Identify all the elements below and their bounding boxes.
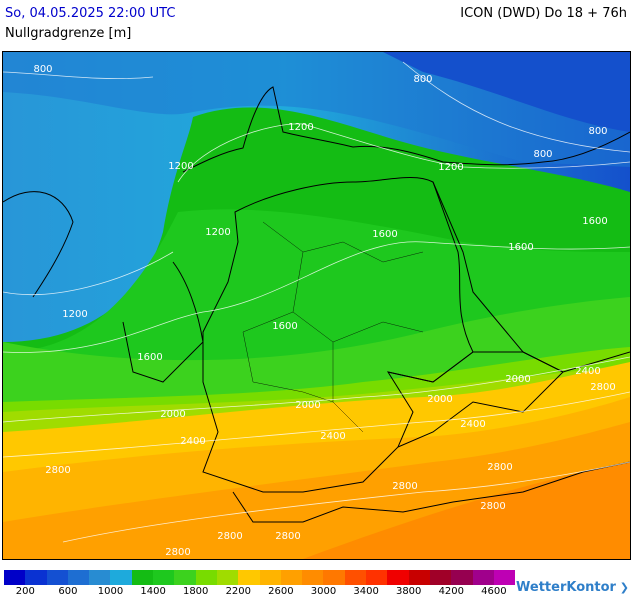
contour-label: 2400 — [575, 366, 600, 377]
contour-800 — [3, 61, 630, 153]
alps-border — [232, 461, 630, 523]
brand-name: WetterKontor — [516, 580, 616, 595]
contour-label: 2800 — [487, 462, 512, 473]
legend-swatch — [25, 570, 47, 585]
legend-tick-label: 3800 — [395, 586, 422, 597]
contour-label: 800 — [33, 64, 52, 75]
contour-label: 1600 — [582, 216, 607, 227]
wetterkontor-logo[interactable]: WetterKontor ❯ — [516, 580, 629, 595]
legend-tick-label: 1000 — [97, 586, 124, 597]
contour-label: 2400 — [460, 419, 485, 430]
benelux-border — [122, 261, 204, 383]
legend-swatch — [110, 570, 132, 585]
forecast-valid-time: So, 04.05.2025 22:00 UTC — [5, 6, 176, 21]
contour-label: 800 — [533, 149, 552, 160]
legend-tick-label: 2600 — [268, 586, 294, 597]
legend-swatch — [323, 570, 345, 585]
legend-swatch — [195, 570, 217, 585]
contour-label: 2800 — [590, 382, 615, 393]
contour-label: 1200 — [62, 309, 87, 320]
contour-label: 2000 — [427, 394, 452, 405]
legend-swatch — [216, 570, 239, 585]
legend-swatch — [387, 570, 409, 585]
contour-label: 1200 — [288, 122, 313, 133]
poland-border — [432, 181, 630, 373]
contour-label: 2000 — [505, 374, 530, 385]
legend-tick-label: 2200 — [225, 586, 252, 597]
contour-label: 1200 — [205, 227, 230, 238]
legend-swatch — [408, 570, 430, 585]
contour-label: 2800 — [480, 501, 505, 512]
legend-tick-label: 3400 — [353, 586, 379, 597]
legend-swatch — [174, 570, 196, 585]
legend-tick-label: 1400 — [140, 586, 166, 597]
contour-label: 1600 — [508, 242, 533, 253]
legend-swatch — [280, 570, 303, 585]
contour-1200 — [3, 123, 630, 295]
variable-title: Nullgradgrenze [m] — [5, 26, 132, 41]
contour-label: 1200 — [438, 162, 463, 173]
state-borders — [242, 221, 424, 433]
legend-swatch — [67, 570, 90, 585]
legend-swatch — [259, 570, 281, 585]
legend-swatch — [451, 570, 473, 585]
legend-tick-label: 1800 — [182, 586, 209, 597]
legend-swatch — [472, 570, 494, 585]
contour-2800 — [62, 461, 630, 543]
legend-tick-label: 600 — [58, 586, 78, 597]
contour-label: 1200 — [168, 161, 193, 172]
legend-swatch — [46, 570, 68, 585]
contour-label: 800 — [588, 126, 607, 137]
legend-swatch — [89, 570, 111, 585]
legend-tick-label: 4200 — [438, 586, 465, 597]
contour-2400 — [3, 391, 630, 458]
contour-label: 2400 — [320, 431, 345, 442]
coastline-north — [182, 86, 630, 173]
brand-mark-icon: ❯ — [615, 581, 629, 594]
legend-swatch — [344, 570, 367, 585]
contour-label: 2800 — [392, 481, 417, 492]
czech-border — [387, 351, 564, 448]
legend-swatch — [366, 570, 388, 585]
contour-2000 — [3, 356, 630, 423]
germany-border — [202, 177, 474, 493]
freezing-level-map: 800 800 800 800 1200 1200 1200 1200 1200 1600 1600… — [2, 51, 631, 560]
contour-label: 1600 — [137, 352, 162, 363]
contour-label: 1600 — [272, 321, 297, 332]
legend-swatch — [153, 570, 175, 585]
contour-label: 2800 — [217, 531, 242, 542]
band-3000 — [303, 462, 630, 559]
legend-swatch — [238, 570, 260, 585]
legend-swatch — [493, 570, 516, 585]
contour-label: 1600 — [372, 229, 397, 240]
contour-label: 2800 — [45, 465, 70, 476]
coastline-uk — [3, 191, 74, 298]
legend-swatch — [429, 570, 452, 585]
legend-tick-label: 200 — [15, 586, 35, 597]
legend-swatch — [302, 570, 324, 585]
contour-label: 2000 — [160, 409, 185, 420]
contour-label: 2800 — [275, 531, 300, 542]
legend-tick-label: 3000 — [310, 586, 337, 597]
band-800 — [383, 52, 630, 132]
contour-1600 — [3, 241, 630, 353]
legend-swatch — [131, 570, 154, 585]
legend-tick-label: 4600 — [481, 586, 507, 597]
contour-label: 800 — [413, 74, 432, 85]
model-run-label: ICON (DWD) Do 18 + 76h — [460, 6, 627, 21]
legend-swatch — [4, 570, 26, 585]
contour-label: 2800 — [165, 547, 190, 558]
contour-label: 2400 — [180, 436, 205, 447]
color-scale-legend — [4, 570, 516, 585]
legend-ticks: 200 600 1000 1400 1800 2200 2600 3000 3400 3800 42… — [0, 586, 633, 600]
contour-label: 2000 — [295, 400, 320, 411]
